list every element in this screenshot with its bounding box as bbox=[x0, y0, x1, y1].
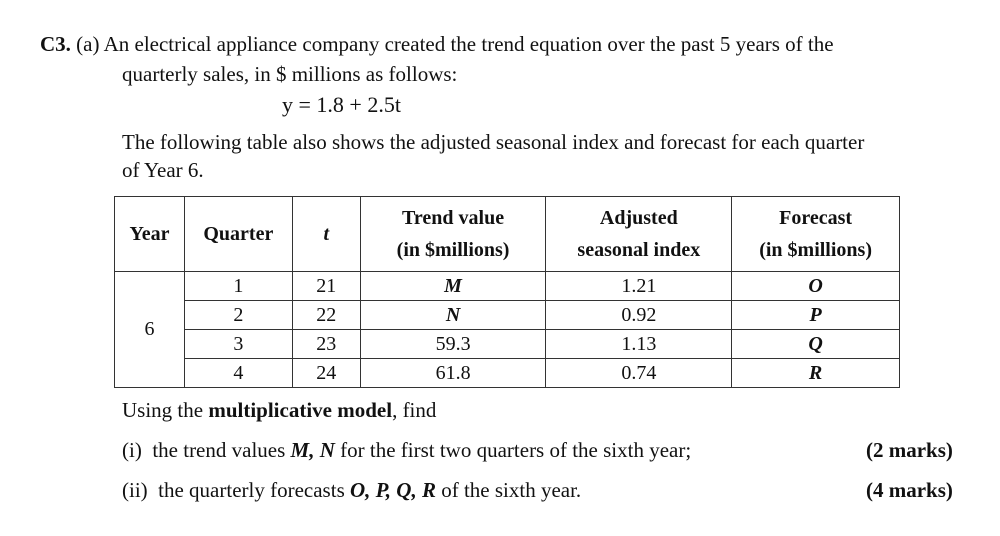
forecast-table: Year Quarter t Trend value (in $millions… bbox=[114, 196, 900, 388]
question-part: (a) bbox=[76, 32, 100, 56]
header-adjusted-line-2: seasonal index bbox=[577, 239, 701, 261]
table-row: 2 22 N 0.92 P bbox=[115, 300, 900, 330]
forecast-cell: Q bbox=[731, 329, 900, 359]
instruction-model: multiplicative model bbox=[208, 398, 393, 422]
header-quarter: Quarter bbox=[183, 196, 293, 272]
forecast-cell: O bbox=[731, 271, 900, 301]
instruction-line: Using the multiplicative model, find bbox=[122, 398, 436, 423]
header-trend-line-2: (in $millions) bbox=[396, 239, 510, 261]
task-item: (i) the trend values M, N for the first … bbox=[122, 438, 691, 463]
task-vars: M, N bbox=[290, 438, 335, 462]
instruction-prefix: Using the bbox=[122, 398, 204, 422]
instruction-suffix: , find bbox=[392, 398, 437, 422]
paragraph-line-2: of Year 6. bbox=[122, 158, 204, 182]
header-trend-line-1: Trend value bbox=[402, 207, 505, 229]
table-header-row: Year Quarter t Trend value (in $millions… bbox=[114, 196, 900, 272]
task-item: (ii) the quarterly forecasts O, P, Q, R … bbox=[122, 478, 581, 503]
task-prefix: the quarterly forecasts bbox=[158, 478, 345, 502]
intro-line-1: An electrical appliance company created … bbox=[103, 32, 834, 56]
trend-cell: N bbox=[359, 300, 547, 330]
index-cell: 1.21 bbox=[545, 271, 733, 301]
table-row: 4 24 61.8 0.74 R bbox=[115, 358, 900, 388]
index-cell: 1.13 bbox=[545, 329, 733, 359]
year-cell: 6 bbox=[114, 271, 185, 388]
task-label: (ii) bbox=[122, 478, 148, 502]
header-forecast-line-2: (in $millions) bbox=[759, 239, 872, 261]
table-row: 3 23 59.3 1.13 Q bbox=[115, 329, 900, 359]
trend-equation: y = 1.8 + 2.5t bbox=[282, 92, 401, 117]
task-prefix: the trend values bbox=[152, 438, 286, 462]
table-row: 6 1 21 M 1.21 O bbox=[114, 271, 900, 388]
task-marks: (4 marks) bbox=[866, 478, 953, 502]
t-cell: 21 bbox=[291, 271, 361, 301]
header-trend-value: Trend value (in $millions) bbox=[359, 196, 547, 272]
question-header: C3. (a) An electrical appliance company … bbox=[40, 32, 834, 57]
intro-line-2: quarterly sales, in $ millions as follow… bbox=[122, 62, 458, 86]
header-adjusted-index: Adjusted seasonal index bbox=[545, 196, 733, 272]
index-cell: 0.92 bbox=[545, 300, 733, 330]
index-cell: 0.74 bbox=[545, 358, 733, 388]
t-cell: 23 bbox=[291, 329, 361, 359]
paragraph-line-1: The following table also shows the adjus… bbox=[122, 130, 865, 154]
header-adjusted-line-1: Adjusted bbox=[599, 207, 678, 229]
task-vars: O, P, Q, R bbox=[350, 478, 436, 502]
quarter-cell: 4 bbox=[183, 358, 293, 388]
forecast-cell: P bbox=[731, 300, 900, 330]
task-suffix: of the sixth year. bbox=[441, 478, 582, 502]
t-cell: 24 bbox=[291, 358, 361, 388]
forecast-cell: R bbox=[731, 358, 900, 388]
task-marks: (2 marks) bbox=[866, 438, 953, 462]
quarter-cell: 1 bbox=[183, 271, 293, 301]
t-cell: 22 bbox=[291, 300, 361, 330]
task-suffix: for the first two quarters of the sixth … bbox=[340, 438, 692, 462]
header-t: t bbox=[291, 196, 361, 272]
trend-cell: 59.3 bbox=[359, 329, 547, 359]
quarter-cell: 3 bbox=[183, 329, 293, 359]
header-forecast-line-1: Forecast bbox=[779, 207, 853, 229]
trend-cell: 61.8 bbox=[359, 358, 547, 388]
question-number: C3. bbox=[40, 32, 71, 56]
trend-cell: M bbox=[359, 271, 547, 301]
task-label: (i) bbox=[122, 438, 142, 462]
quarter-cell: 2 bbox=[183, 300, 293, 330]
header-forecast: Forecast (in $millions) bbox=[731, 196, 900, 272]
header-year: Year bbox=[114, 196, 185, 272]
